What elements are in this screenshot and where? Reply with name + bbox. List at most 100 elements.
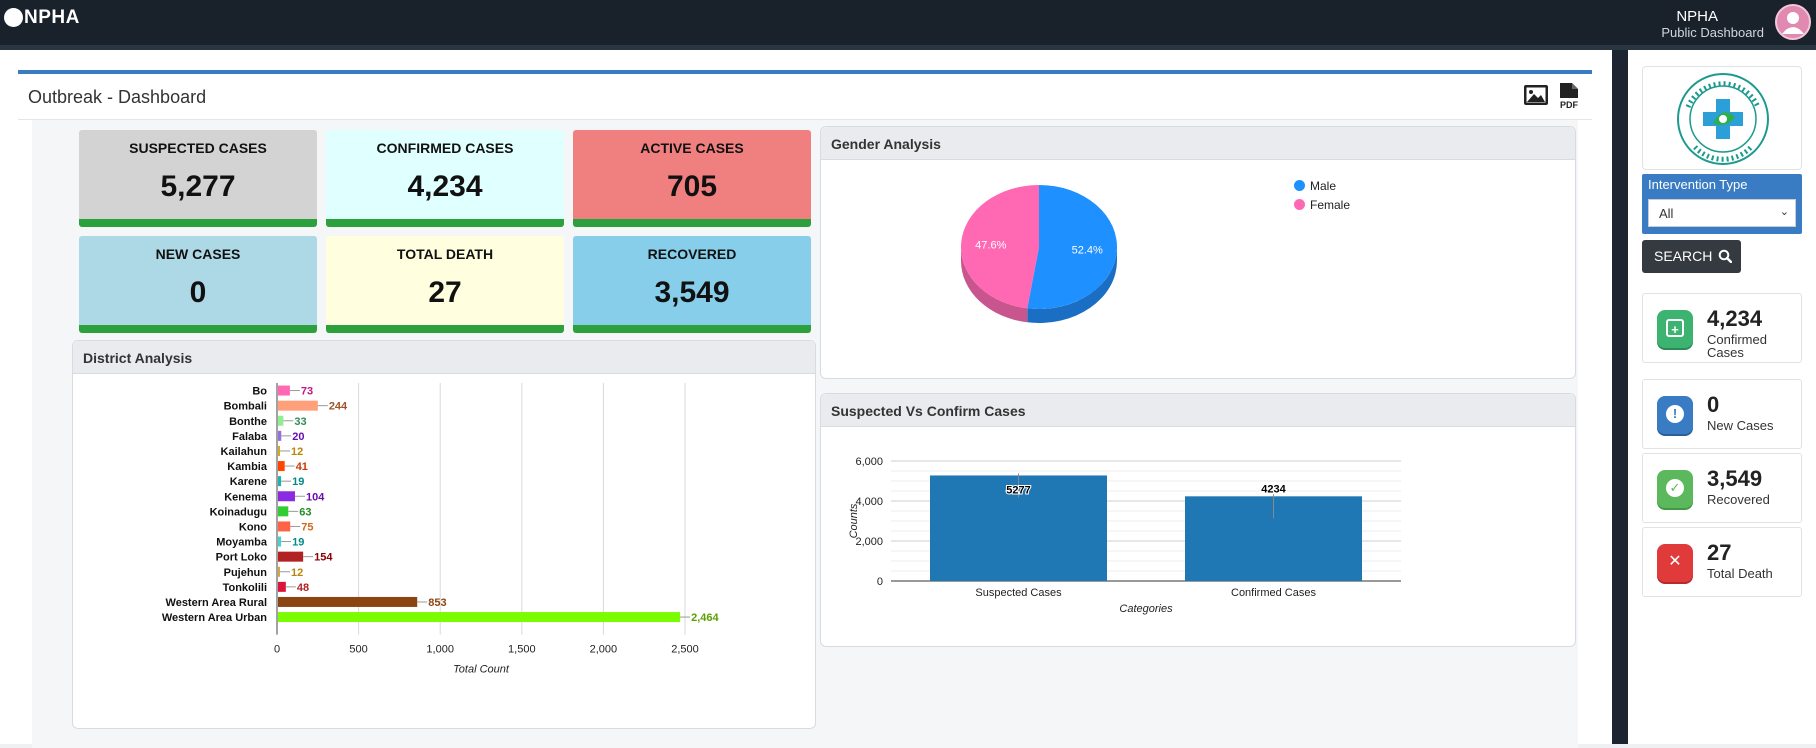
search-button[interactable]: SEARCH: [1642, 240, 1741, 273]
category-label: Bombali: [224, 401, 267, 413]
stat-label: SUSPECTED CASES: [129, 140, 267, 156]
x-tick-label: 0: [274, 644, 280, 656]
data-label: 20: [292, 431, 304, 443]
category-label: Koinadugu: [210, 506, 267, 518]
legend-label: Female: [1310, 198, 1351, 212]
panel-header: Gender Analysis: [821, 127, 1575, 160]
summary-value: 3,549: [1707, 466, 1763, 491]
user-avatar[interactable]: [1775, 4, 1811, 40]
user-avatar-icon: [1782, 12, 1804, 34]
bar: [278, 506, 289, 517]
legend-item-female[interactable]: Female: [1294, 198, 1350, 212]
summary-value: 27: [1707, 540, 1732, 565]
summary-value: 4,234: [1707, 306, 1763, 331]
navbar-shadow: [0, 45, 1816, 50]
x-tick-label: Suspected Cases: [975, 587, 1062, 599]
user-name: NPHA: [1676, 8, 1718, 25]
stat-value: 4,234: [407, 170, 483, 203]
check-icon: ✓: [1657, 470, 1693, 508]
category-label: Western Area Rural: [166, 597, 267, 609]
data-label: 853: [428, 597, 446, 609]
pie-slice-side: [1027, 247, 1117, 323]
panel-title: Suspected Vs Confirm Cases: [831, 403, 1026, 419]
pie-slice: [961, 185, 1039, 309]
x-axis-title: Total Count: [453, 664, 510, 676]
suspected-vs-confirm-panel: Suspected Vs Confirm Cases 0 2,000 4,000 6,…: [820, 393, 1576, 647]
x-tick-label: Confirmed Cases: [1231, 587, 1316, 599]
legend-label: Male: [1310, 179, 1337, 193]
category-label: Port Loko: [216, 552, 268, 564]
y-tick-label: 4,000: [855, 496, 883, 508]
top-navbar: NPHA NPHA Public Dashboard: [0, 0, 1816, 45]
bar: [278, 476, 282, 487]
bar: [278, 415, 284, 426]
bar: [278, 596, 418, 607]
x-tick-label: 2,500: [671, 644, 699, 656]
panel-header: District Analysis: [73, 341, 815, 374]
search-button-label: SEARCH: [1654, 248, 1713, 264]
brand-name[interactable]: NPHA: [24, 7, 80, 28]
data-label: 12: [291, 446, 303, 458]
x-tick-label: 500: [349, 644, 367, 656]
y-tick-label: 0: [877, 576, 883, 588]
stat-card-death: TOTAL DEATH 27: [326, 236, 564, 333]
x-tick-label: 2,000: [590, 644, 618, 656]
pdf-export-icon[interactable]: PDF: [1557, 82, 1583, 110]
compare-bar-chart: 0 2,000 4,000 6,000 5277 Suspected Cases 4234 C…: [848, 456, 1401, 615]
stat-value: 0: [189, 276, 207, 309]
stat-card-recovered: RECOVERED 3,549: [573, 236, 811, 333]
bar: [278, 430, 282, 441]
category-label: Kono: [239, 521, 267, 533]
user-role: Public Dashboard: [1661, 25, 1764, 40]
summary-card-death: ✕ 27 Total Death: [1642, 527, 1802, 597]
category-label: Bonthe: [229, 416, 267, 428]
intervention-type-select[interactable]: All ⌄: [1648, 199, 1796, 227]
y-tick-label: 6,000: [855, 456, 883, 468]
category-label: Moyamba: [216, 537, 268, 549]
data-label: 2,464: [691, 612, 719, 624]
data-label: 5277: [1006, 484, 1030, 496]
stat-label: CONFIRMED CASES: [376, 140, 514, 156]
stat-card-active: ACTIVE CASES 705: [573, 130, 811, 227]
data-label: 73: [301, 386, 313, 398]
category-label: Falaba: [232, 431, 268, 443]
stat-label: RECOVERED: [647, 246, 737, 262]
bar: [278, 461, 285, 472]
npha-seal-icon: [1677, 73, 1769, 165]
x-axis-title: Categories: [1119, 603, 1173, 615]
stat-label: NEW CASES: [155, 246, 241, 262]
stat-label: ACTIVE CASES: [640, 140, 744, 156]
stat-value: 27: [428, 276, 462, 309]
gender-analysis-panel: Gender Analysis 52.4% 47.6% Male Female: [820, 126, 1576, 379]
category-label: Kenema: [224, 491, 268, 503]
panel-header: Suspected Vs Confirm Cases: [821, 394, 1575, 427]
pie-slice-side: [961, 247, 1028, 323]
intervention-type-label: Intervention Type: [1648, 177, 1748, 192]
summary-label: Confirmed Cases: [1707, 332, 1767, 360]
sidebar-divider: [1612, 50, 1628, 744]
legend-swatch: [1294, 199, 1305, 210]
gender-pie-chart: 52.4% 47.6%: [961, 185, 1118, 323]
bar: [278, 566, 280, 577]
category-label: Pujehun: [224, 567, 268, 579]
data-label: 41: [296, 461, 308, 473]
gender-chart-area: 52.4% 47.6% Male Female: [831, 169, 1564, 370]
bar: [278, 536, 282, 547]
summary-value: 0: [1707, 392, 1720, 417]
bar: [278, 491, 295, 502]
stat-value: 5,277: [160, 170, 236, 203]
category-label: Karene: [230, 476, 267, 488]
bar: [278, 581, 286, 592]
image-export-icon[interactable]: [1523, 84, 1549, 106]
summary-card-new: ! 0 New Cases: [1642, 379, 1802, 449]
district-chart-area: 0 500 1,000 1,500 2,000 2,500 Bo 73 Bombali 244 Bo…: [85, 379, 803, 721]
bar: [278, 551, 304, 562]
data-label: 244: [329, 401, 348, 413]
data-label: 75: [301, 521, 313, 533]
data-label: 4234: [1261, 483, 1286, 495]
legend-item-male[interactable]: Male: [1294, 179, 1336, 193]
data-label: 154: [314, 552, 333, 564]
summary-label: New Cases: [1707, 418, 1774, 433]
plus-icon: +: [1657, 310, 1693, 348]
summary-label: Recovered: [1707, 492, 1770, 507]
